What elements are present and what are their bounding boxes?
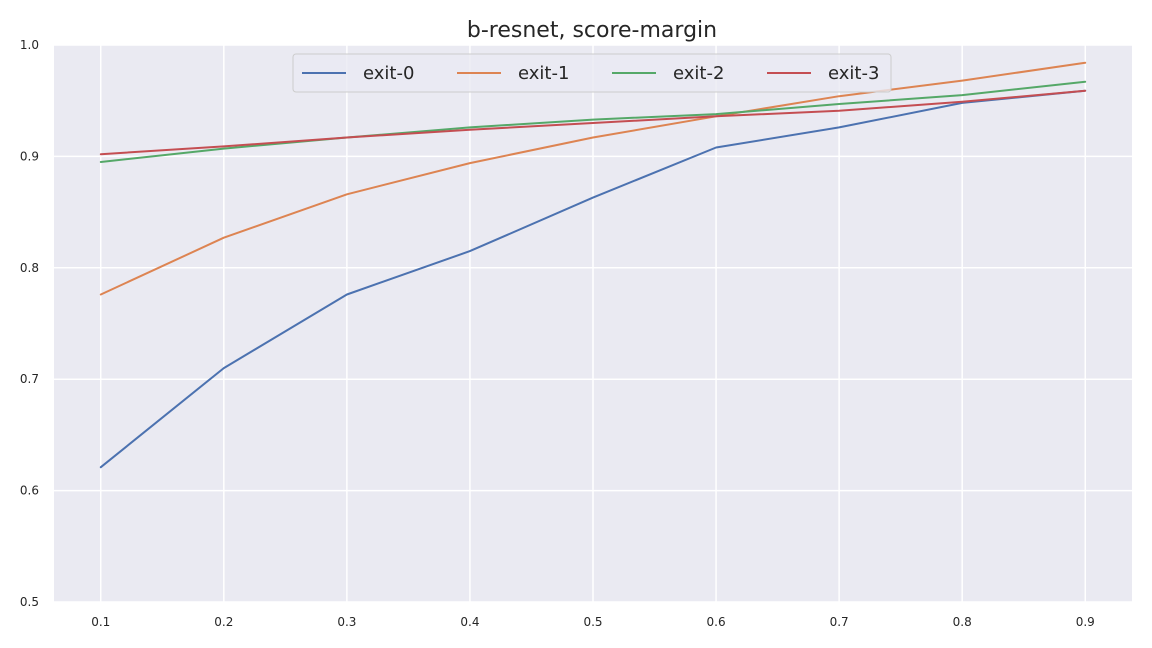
y-tick-label: 0.7 — [20, 372, 39, 386]
y-tick-label: 0.5 — [20, 595, 39, 609]
y-tick-label: 0.9 — [20, 149, 39, 163]
x-tick-label: 0.1 — [91, 615, 110, 629]
y-tick-label: 0.6 — [20, 484, 39, 498]
legend-label-exit-0: exit-0 — [363, 63, 414, 84]
x-axis: 0.1 0.2 0.3 0.4 0.5 0.6 0.7 0.8 0.9 — [91, 615, 1095, 629]
series-line-exit-2 — [99, 80, 1087, 163]
x-tick-label: 0.4 — [460, 615, 479, 629]
legend: exit-0 exit-1 exit-2 exit-3 — [292, 53, 892, 93]
x-tick-label: 0.2 — [214, 615, 233, 629]
series-line-exit-0 — [99, 89, 1087, 469]
x-tick-label: 0.3 — [337, 615, 356, 629]
series-lines — [99, 61, 1087, 469]
y-tick-label: 1.0 — [20, 38, 39, 52]
legend-label-exit-3: exit-3 — [828, 63, 879, 84]
y-tick-label: 0.8 — [20, 261, 39, 275]
x-tick-label: 0.6 — [707, 615, 726, 629]
x-tick-label: 0.8 — [953, 615, 972, 629]
x-tick-label: 0.5 — [583, 615, 602, 629]
x-tick-label: 0.7 — [830, 615, 849, 629]
legend-label-exit-2: exit-2 — [673, 63, 724, 84]
y-axis: 0.5 0.6 0.7 0.8 0.9 1.0 — [20, 38, 39, 609]
series-line-exit-1 — [99, 61, 1087, 296]
x-tick-label: 0.9 — [1076, 615, 1095, 629]
series-line-exit-3 — [99, 89, 1087, 156]
chart-title: b-resnet, score-margin — [467, 18, 717, 43]
legend-label-exit-1: exit-1 — [518, 63, 569, 84]
legend-box — [292, 53, 892, 93]
